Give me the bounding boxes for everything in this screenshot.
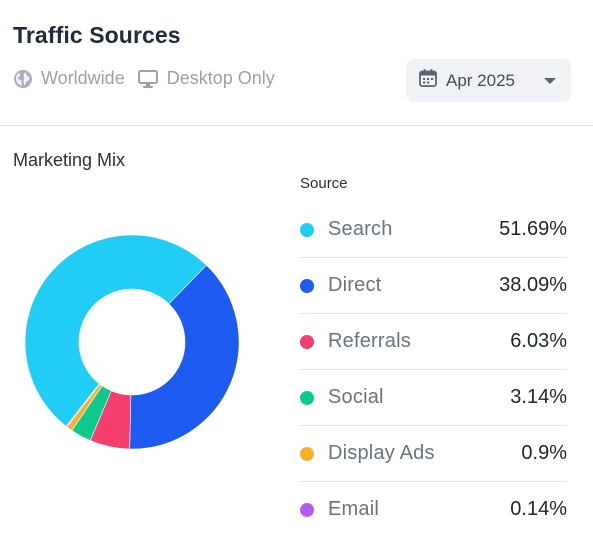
legend-label: Direct (328, 274, 382, 296)
legend-swatch (300, 278, 314, 293)
legend-value: 51.69% (499, 218, 567, 240)
filter-worldwide-label: Worldwide (41, 68, 125, 88)
legend-swatch (300, 446, 314, 461)
legend-row[interactable]: Email 0.14% (300, 482, 567, 537)
filter-worldwide[interactable]: Worldwide (13, 68, 125, 89)
legend-row[interactable]: Social 3.14% (300, 370, 567, 426)
filter-bar: Worldwide Desktop Only (13, 68, 281, 89)
page-title: Traffic Sources (13, 22, 181, 48)
date-picker-button[interactable]: Apr 2025 (406, 59, 571, 102)
donut-slice-email[interactable] (65, 383, 101, 428)
donut-slice-direct[interactable] (129, 264, 240, 450)
filter-desktop-only[interactable]: Desktop Only (137, 68, 275, 89)
legend-row[interactable]: Search 51.69% (300, 202, 567, 258)
chevron-down-icon (543, 71, 557, 91)
legend-value: 0.14% (510, 498, 567, 520)
donut-chart (24, 234, 240, 450)
legend-label: Email (328, 498, 380, 520)
legend-row[interactable]: Direct 38.09% (300, 258, 567, 314)
desktop-icon (137, 69, 159, 89)
legend-value: 0.9% (521, 442, 567, 464)
legend-label: Social (328, 386, 384, 408)
filter-desktop-label: Desktop Only (166, 68, 275, 88)
header-divider (0, 125, 593, 126)
legend-label: Search (328, 218, 393, 240)
legend-swatch (300, 390, 314, 405)
legend-label: Referrals (328, 330, 411, 352)
globe-icon (13, 69, 33, 89)
legend-value: 6.03% (510, 330, 567, 352)
date-label: Apr 2025 (446, 70, 515, 90)
legend-swatch (300, 334, 314, 349)
legend-header: Source (300, 175, 348, 192)
calendar-icon (418, 68, 438, 93)
section-title: Marketing Mix (13, 150, 126, 170)
legend-row[interactable]: Display Ads 0.9% (300, 426, 567, 482)
legend-swatch (300, 222, 314, 237)
legend-swatch (300, 502, 314, 517)
legend-value: 38.09% (499, 274, 567, 296)
legend-label: Display Ads (328, 442, 435, 464)
legend-rows: Search 51.69% Direct 38.09% Referrals 6.03% So… (300, 202, 567, 537)
legend-row[interactable]: Referrals 6.03% (300, 314, 567, 370)
legend: Source Search 51.69% Direct 38.09% Referrals… (300, 175, 567, 537)
legend-value: 3.14% (510, 386, 567, 408)
donut-slice-search[interactable] (24, 234, 207, 427)
